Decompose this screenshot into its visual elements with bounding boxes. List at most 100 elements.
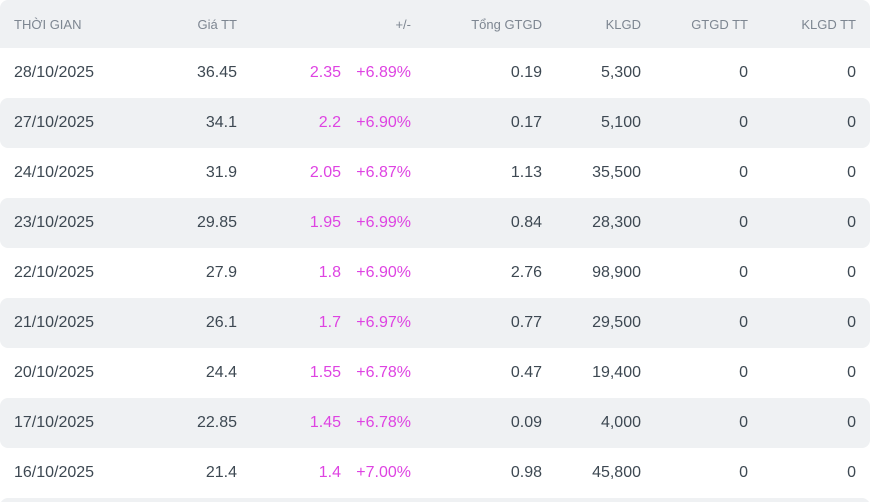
table-row: 22/10/2025 27.9 1.8 +6.90% 2.76 98,900 0… <box>0 248 870 298</box>
table-row: 23/10/2025 29.85 1.95 +6.99% 0.84 28,300… <box>0 198 870 248</box>
cell-gtgd-tt: 0 <box>739 414 748 431</box>
cell-klgd: 5,100 <box>600 114 641 131</box>
partial-next-row <box>0 498 870 502</box>
cell-klgd: 98,900 <box>592 264 641 281</box>
table-row: 21/10/2025 26.1 1.7 +6.97% 0.77 29,500 0… <box>0 298 870 348</box>
change-percent: +6.89% <box>356 64 411 81</box>
cell-klgd-tt: 0 <box>847 414 856 431</box>
table-header: THỜI GIAN Giá TT +/- Tổng GTGD KLGD GTGD… <box>0 0 870 48</box>
change-percent: +6.90% <box>356 114 411 131</box>
cell-change: 2.2 +6.90% <box>237 114 411 132</box>
cell-klgd-tt: 0 <box>847 464 856 481</box>
cell-price: 31.9 <box>205 164 237 181</box>
cell-price: 21.4 <box>205 464 237 481</box>
cell-date: 20/10/2025 <box>14 364 95 381</box>
cell-klgd-tt: 0 <box>847 64 856 81</box>
cell-date: 27/10/2025 <box>14 114 95 131</box>
cell-date: 21/10/2025 <box>14 314 95 331</box>
table-row: 17/10/2025 22.85 1.45 +6.78% 0.09 4,000 … <box>0 398 870 448</box>
change-percent: +6.78% <box>356 414 411 431</box>
change-value: 2.2 <box>318 114 341 131</box>
col-header-gia-tt: Giá TT <box>197 16 238 32</box>
cell-change: 1.95 +6.99% <box>237 214 411 232</box>
cell-change: 2.35 +6.89% <box>237 64 411 82</box>
cell-klgd: 45,800 <box>592 464 641 481</box>
cell-price: 36.45 <box>196 64 237 81</box>
col-header-tong-gtgd: Tổng GTGD <box>471 16 542 32</box>
cell-date: 24/10/2025 <box>14 164 95 181</box>
table-body: 28/10/2025 36.45 2.35 +6.89% 0.19 5,300 … <box>0 48 870 498</box>
col-header-klgd-tt: KLGD TT <box>801 16 856 32</box>
change-percent: +6.78% <box>356 364 411 381</box>
change-percent: +6.90% <box>356 264 411 281</box>
change-percent: +6.99% <box>356 214 411 231</box>
table-row: 16/10/2025 21.4 1.4 +7.00% 0.98 45,800 0… <box>0 448 870 498</box>
table-row: 27/10/2025 34.1 2.2 +6.90% 0.17 5,100 0 … <box>0 98 870 148</box>
col-header-thoi-gian: THỜI GIAN <box>14 16 82 32</box>
cell-total-gtgd: 0.19 <box>510 64 542 81</box>
cell-date: 17/10/2025 <box>14 414 95 431</box>
cell-gtgd-tt: 0 <box>739 114 748 131</box>
cell-date: 22/10/2025 <box>14 264 95 281</box>
cell-klgd-tt: 0 <box>847 164 856 181</box>
cell-date: 23/10/2025 <box>14 214 95 231</box>
cell-gtgd-tt: 0 <box>739 264 748 281</box>
cell-klgd-tt: 0 <box>847 114 856 131</box>
cell-total-gtgd: 0.77 <box>510 314 542 331</box>
col-header-change: +/- <box>395 16 411 32</box>
change-value: 2.35 <box>309 64 341 81</box>
cell-change: 1.45 +6.78% <box>237 414 411 432</box>
cell-gtgd-tt: 0 <box>739 464 748 481</box>
cell-klgd: 4,000 <box>600 414 641 431</box>
cell-date: 16/10/2025 <box>14 464 95 481</box>
cell-klgd-tt: 0 <box>847 364 856 381</box>
change-value: 1.4 <box>318 464 341 481</box>
cell-gtgd-tt: 0 <box>739 64 748 81</box>
cell-klgd: 5,300 <box>600 64 641 81</box>
cell-gtgd-tt: 0 <box>739 214 748 231</box>
cell-klgd: 29,500 <box>592 314 641 331</box>
change-value: 1.45 <box>309 414 341 431</box>
cell-klgd-tt: 0 <box>847 264 856 281</box>
table-row: 24/10/2025 31.9 2.05 +6.87% 1.13 35,500 … <box>0 148 870 198</box>
change-value: 1.55 <box>309 364 341 381</box>
cell-price: 26.1 <box>205 314 237 331</box>
change-value: 1.95 <box>309 214 341 231</box>
cell-klgd: 35,500 <box>592 164 641 181</box>
change-percent: +7.00% <box>356 464 411 481</box>
cell-total-gtgd: 0.98 <box>510 464 542 481</box>
cell-klgd: 28,300 <box>592 214 641 231</box>
cell-gtgd-tt: 0 <box>739 314 748 331</box>
cell-total-gtgd: 0.09 <box>510 414 542 431</box>
table-row: 20/10/2025 24.4 1.55 +6.78% 0.47 19,400 … <box>0 348 870 398</box>
cell-total-gtgd: 1.13 <box>510 164 542 181</box>
cell-price: 29.85 <box>196 214 237 231</box>
cell-klgd-tt: 0 <box>847 214 856 231</box>
cell-date: 28/10/2025 <box>14 64 95 81</box>
col-header-gtgd-tt: GTGD TT <box>691 16 748 32</box>
cell-change: 1.8 +6.90% <box>237 264 411 282</box>
cell-change: 1.4 +7.00% <box>237 464 411 482</box>
change-value: 1.7 <box>318 314 341 331</box>
col-header-klgd: KLGD <box>605 16 641 32</box>
change-percent: +6.87% <box>356 164 411 181</box>
cell-change: 2.05 +6.87% <box>237 164 411 182</box>
cell-price: 27.9 <box>205 264 237 281</box>
change-value: 1.8 <box>318 264 341 281</box>
cell-price: 24.4 <box>205 364 237 381</box>
change-value: 2.05 <box>309 164 341 181</box>
cell-gtgd-tt: 0 <box>739 164 748 181</box>
cell-klgd: 19,400 <box>592 364 641 381</box>
cell-total-gtgd: 0.47 <box>510 364 542 381</box>
cell-total-gtgd: 2.76 <box>510 264 542 281</box>
cell-total-gtgd: 0.17 <box>510 114 542 131</box>
cell-price: 22.85 <box>196 414 237 431</box>
cell-klgd-tt: 0 <box>847 314 856 331</box>
cell-change: 1.7 +6.97% <box>237 314 411 332</box>
change-percent: +6.97% <box>356 314 411 331</box>
cell-total-gtgd: 0.84 <box>510 214 542 231</box>
cell-gtgd-tt: 0 <box>739 364 748 381</box>
cell-change: 1.55 +6.78% <box>237 364 411 382</box>
table-row: 28/10/2025 36.45 2.35 +6.89% 0.19 5,300 … <box>0 48 870 98</box>
